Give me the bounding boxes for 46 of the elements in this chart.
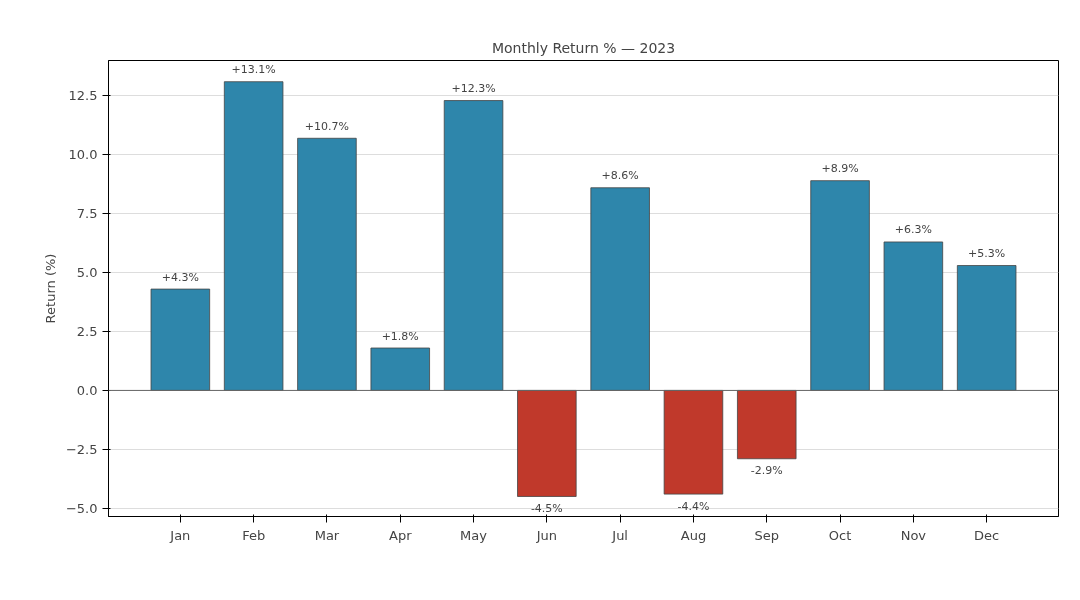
y-tick-label: 5.0 [76, 265, 98, 281]
x-tick-label: Jan [169, 527, 191, 543]
bar [663, 390, 724, 495]
x-tick-label: Nov [900, 527, 927, 543]
data-label: +8.9% [821, 162, 859, 176]
bar [150, 288, 211, 391]
bar [223, 81, 284, 391]
x-tick-label: Dec [974, 527, 1000, 543]
x-tick-label: Aug [680, 527, 707, 543]
chart-title: Monthly Return % — 2023 [491, 39, 676, 56]
bar [590, 187, 650, 391]
y-tick-label: 0.0 [76, 382, 98, 398]
x-tick-label: Sep [754, 527, 780, 543]
data-label: -4.4% [677, 499, 710, 513]
data-label: +1.8% [381, 329, 419, 343]
y-tick-label: −2.5 [65, 441, 98, 457]
y-tick-label: 10.0 [68, 147, 98, 163]
y-tick-label: 12.5 [68, 88, 98, 104]
x-tick-label: Oct [828, 527, 852, 543]
bar [370, 347, 430, 391]
bar [297, 137, 357, 391]
bar [956, 265, 1017, 391]
bar [883, 241, 944, 391]
data-label: -4.5% [530, 501, 563, 515]
x-tick-label: Mar [314, 527, 340, 543]
data-label: +6.3% [894, 223, 932, 237]
x-tick-label: Apr [389, 527, 413, 543]
data-label: +4.3% [161, 270, 199, 284]
bar [443, 100, 504, 391]
x-tick-label: Jun [535, 527, 558, 543]
bar [810, 180, 870, 391]
y-tick-label: 2.5 [76, 324, 98, 340]
data-label: +8.6% [601, 169, 639, 183]
y-axis-title: Return (%) [42, 253, 58, 324]
y-tick-label: −5.0 [65, 500, 98, 516]
data-label: -2.9% [750, 464, 783, 478]
data-label: +13.1% [231, 63, 276, 77]
x-tick-label: Feb [242, 527, 266, 543]
data-label: +12.3% [451, 82, 496, 96]
bar [517, 390, 577, 497]
x-tick-label: Jul [611, 527, 628, 543]
data-label: +5.3% [968, 247, 1006, 261]
y-tick-label: 7.5 [76, 206, 98, 222]
x-tick-label: May [460, 527, 488, 543]
data-label: +10.7% [304, 119, 350, 133]
bar [737, 390, 797, 460]
